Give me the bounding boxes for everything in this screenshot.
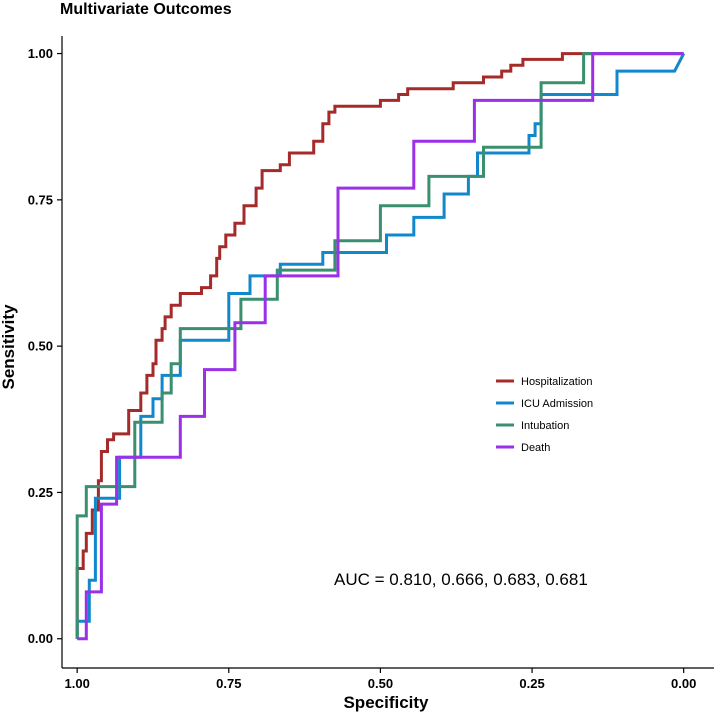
axis-ticks: 1.00 0.75 0.50 0.25 0.00 0.00 0.25 0.50 0.75 1.00 — [28, 46, 697, 691]
x-tick-label: 0.25 — [519, 676, 544, 691]
series-line-hospitalization — [75, 52, 684, 639]
y-tick-label: 0.00 — [28, 631, 53, 646]
x-axis-title: Specificity — [343, 693, 429, 712]
y-tick-label: 1.00 — [28, 46, 53, 61]
x-tick-label: 0.75 — [216, 676, 241, 691]
series-line-death — [77, 52, 684, 641]
legend: Hospitalization ICU Admission Intubation De… — [496, 376, 593, 454]
x-tick-label: 0.50 — [368, 676, 393, 691]
roc-curves — [75, 52, 686, 641]
legend-label-icu-admission: ICU Admission — [521, 398, 593, 410]
chart-title: Multivariate Outcomes — [60, 1, 232, 18]
y-tick-label: 0.50 — [28, 339, 53, 354]
series-line-icu-admission — [75, 52, 686, 639]
legend-label-intubation: Intubation — [521, 420, 569, 432]
y-axis-title: Sensitivity — [0, 304, 18, 390]
x-tick-label: 1.00 — [65, 676, 90, 691]
series-line-intubation — [75, 52, 684, 639]
legend-label-death: Death — [521, 442, 550, 454]
y-tick-label: 0.25 — [28, 485, 53, 500]
x-tick-label: 0.00 — [671, 676, 696, 691]
auc-annotation: AUC = 0.810, 0.666, 0.683, 0.681 — [334, 570, 588, 589]
y-tick-label: 0.75 — [28, 192, 53, 207]
legend-label-hospitalization: Hospitalization — [521, 376, 593, 388]
